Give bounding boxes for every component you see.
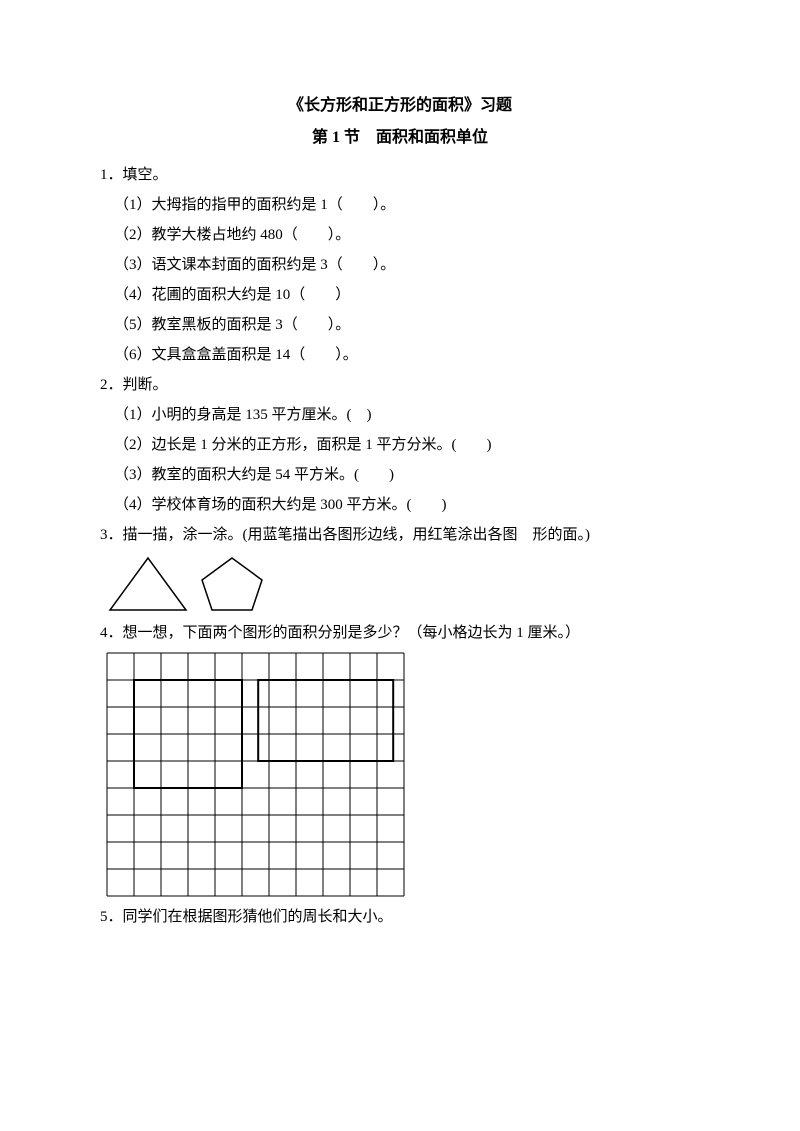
q1-item-2: （2）教学大楼占地约 480（ ）。 [100,220,700,250]
q1-item-6: （6）文具盒盒盖面积是 14（ ）。 [100,340,700,370]
q2-item-1: （1）小明的身高是 135 平方厘米。( ) [100,400,700,430]
q1-heading: 1．填空。 [100,160,700,190]
triangle-shape [110,558,186,610]
q1-item-3: （3）语文课本封面的面积约是 3（ ）。 [100,250,700,280]
pentagon-shape [202,558,262,610]
page-subtitle: 第 1 节 面积和面积单位 [100,122,700,154]
q3-text: 3．描一描，涂一涂。(用蓝笔描出各图形边线，用红笔涂出各图 形的面。) [100,520,700,550]
q2-item-4: （4）学校体育场的面积大约是 300 平方米。( ) [100,490,700,520]
q1-item-4: （4）花圃的面积大约是 10（ ） [100,280,700,310]
q3-shapes [100,550,700,618]
q4-grid [100,648,700,902]
q3-svg [106,554,276,614]
q2-item-3: （3）教室的面积大约是 54 平方米。( ) [100,460,700,490]
q2-item-2: （2）边长是 1 分米的正方形，面积是 1 平方分米。( ) [100,430,700,460]
q2-heading: 2．判断。 [100,370,700,400]
q1-item-5: （5）教室黑板的面积是 3（ ）。 [100,310,700,340]
q1-item-1: （1）大拇指的指甲的面积约是 1（ ）。 [100,190,700,220]
q4-svg [106,652,406,898]
page-title: 《长方形和正方形的面积》习题 [100,90,700,122]
q4-text: 4．想一想，下面两个图形的面积分别是多少？（每小格边长为 1 厘米。） [100,618,700,648]
q5-text: 5．同学们在根据图形猜他们的周长和大小。 [100,902,700,932]
